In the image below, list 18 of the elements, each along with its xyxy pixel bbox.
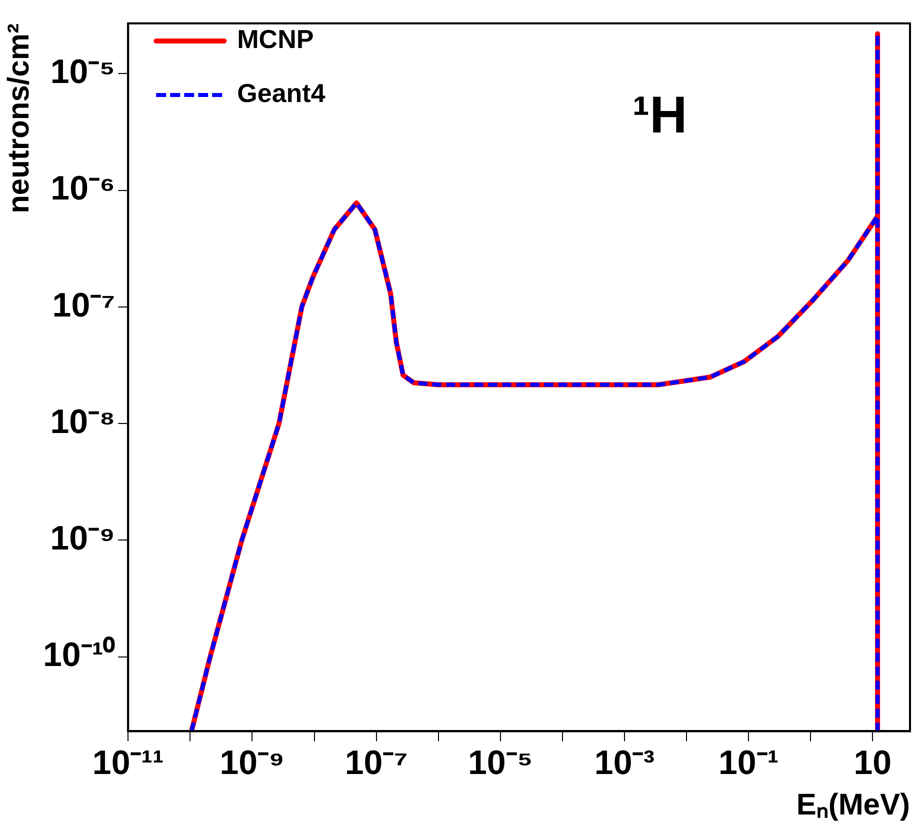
y-axis-title: neutrons/cm² xyxy=(2,23,36,214)
x-tick-label: 10 xyxy=(854,744,892,782)
x-tick-label: 10⁻¹ xyxy=(718,744,779,782)
y-tick-label: 10⁻⁵ xyxy=(50,53,116,92)
x-tick-label: 10⁻⁹ xyxy=(220,744,285,782)
x-axis-title: Eₙ(MeV) xyxy=(796,788,910,822)
y-tick-label: 10⁻¹⁰ xyxy=(43,636,116,674)
y-tick-label: 10⁻⁸ xyxy=(50,402,116,441)
y-tick-label: 10⁻⁶ xyxy=(50,170,116,208)
legend-label: MCNP xyxy=(237,24,314,54)
x-tick-label: 10⁻⁵ xyxy=(468,744,533,782)
annotation: ¹H xyxy=(632,86,688,145)
x-tick-label: 10⁻¹¹ xyxy=(92,744,164,782)
legend-label: Geant4 xyxy=(237,78,326,108)
y-tick-label: 10⁻⁹ xyxy=(50,520,116,558)
x-tick-label: 10⁻³ xyxy=(594,744,655,782)
y-tick-label: 10⁻⁷ xyxy=(52,286,116,324)
x-tick-label: 10⁻⁷ xyxy=(344,744,408,782)
